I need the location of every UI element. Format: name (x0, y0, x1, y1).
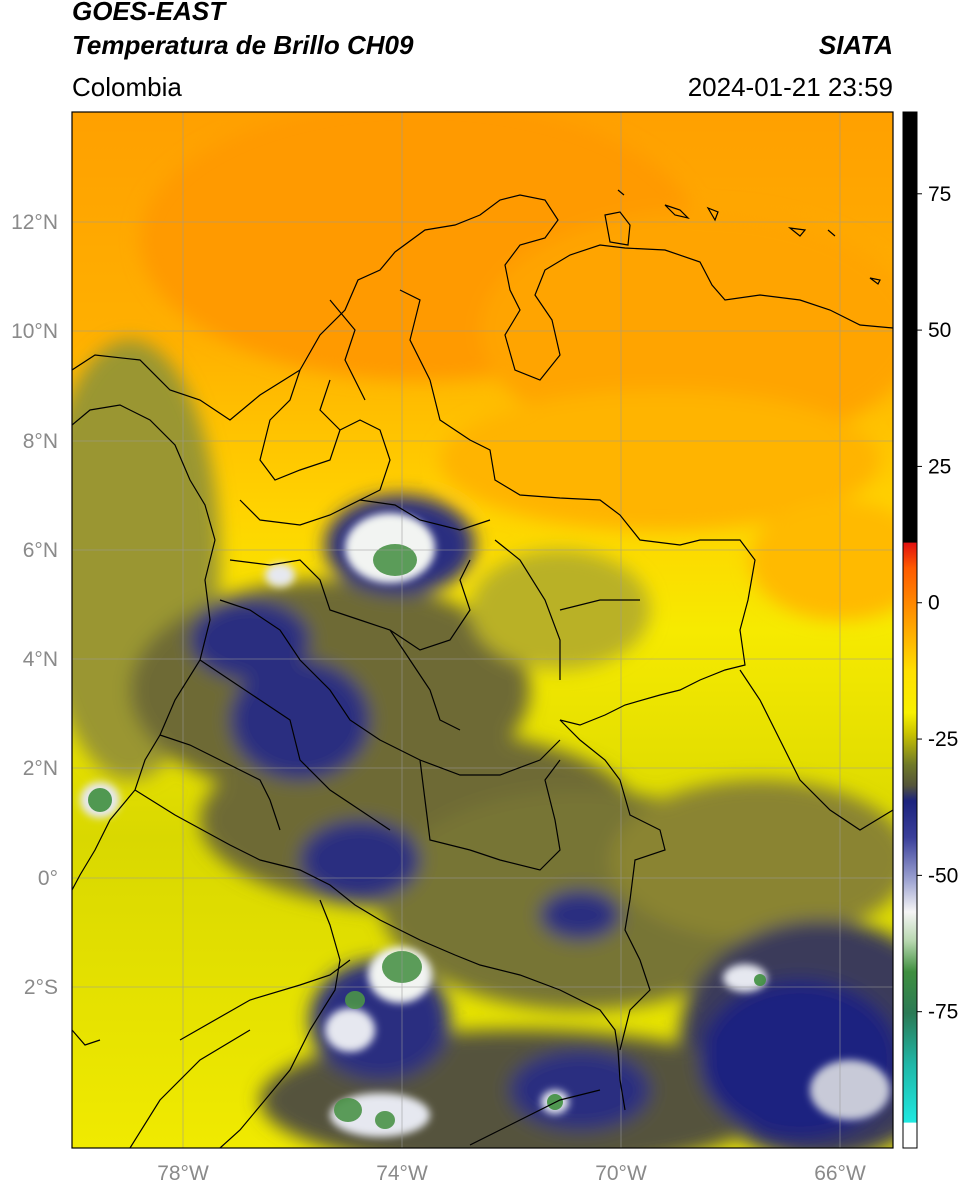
map-borders (72, 189, 893, 1148)
lon-label: 74°W (376, 1162, 428, 1185)
colorbar-tick-label: 50 (928, 319, 951, 342)
lat-label: 2°S (24, 976, 58, 999)
satellite-image (72, 112, 893, 1148)
colorbar-tick-label: -25 (928, 728, 958, 751)
lat-label: 0° (38, 867, 58, 890)
region-label: Colombia (72, 72, 182, 102)
satellite-name: GOES-EAST (72, 0, 226, 26)
lat-label: 8°N (23, 430, 58, 453)
lat-label: 10°N (11, 320, 58, 343)
colorbar-tick-label: -75 (928, 1001, 958, 1024)
lon-tick-labels: 78°W 74°W 70°W 66°W (157, 1162, 866, 1185)
lat-label: 4°N (23, 648, 58, 671)
lat-label: 2°N (23, 757, 58, 780)
lat-label: 12°N (11, 211, 58, 234)
lat-label: 6°N (23, 539, 58, 562)
colorbar-tick-label: 75 (928, 183, 951, 206)
colorbar-gradient (902, 111, 918, 1149)
datetime-label: 2024-01-21 23:59 (687, 72, 893, 102)
lat-tick-labels: 12°N 10°N 8°N 6°N 4°N 2°N 0° 2°S (11, 211, 58, 999)
map-frame (71, 111, 894, 1149)
colorbar-tick-label: 0 (928, 592, 940, 615)
map-gridlines (72, 112, 893, 1148)
lon-label: 70°W (595, 1162, 647, 1185)
product-title: Temperatura de Brillo CH09 (72, 30, 414, 60)
agency-label: SIATA (818, 30, 893, 60)
colorbar-tick-label: -50 (928, 864, 958, 887)
lon-label: 78°W (157, 1162, 209, 1185)
colorbar-tick-label: 25 (928, 455, 951, 478)
lon-label: 66°W (814, 1162, 866, 1185)
colorbar: 75 50 25 0 -25 -50 -75 (902, 111, 958, 1149)
